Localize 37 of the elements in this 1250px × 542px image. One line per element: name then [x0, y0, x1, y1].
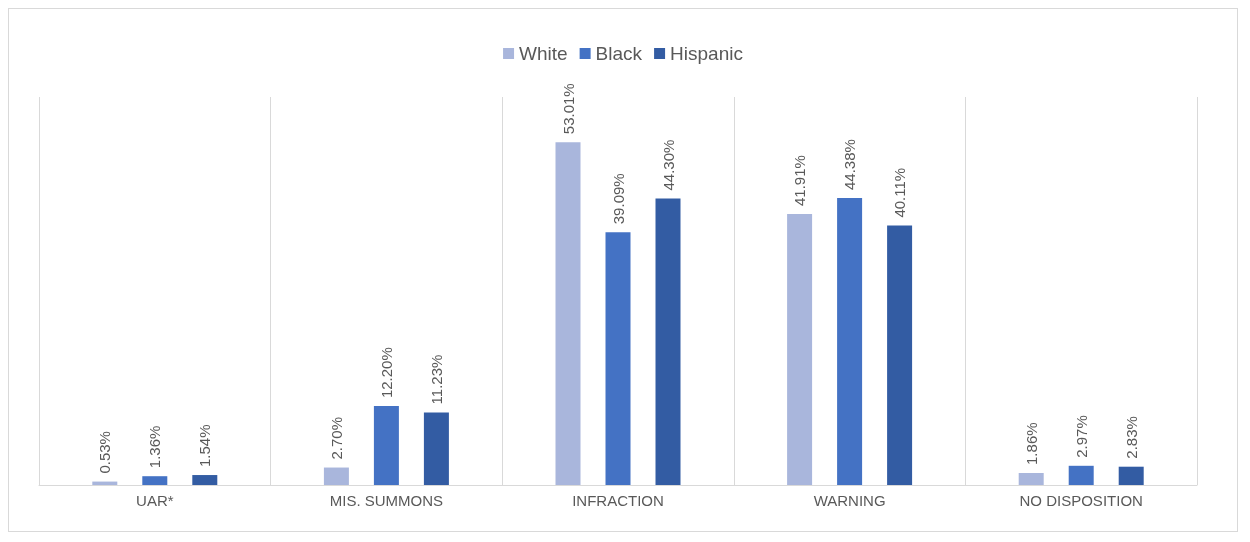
x-tick-label: MIS. SUMMONS	[329, 492, 444, 509]
legend-label: White	[519, 43, 568, 64]
data-label: 2.70%	[327, 416, 345, 460]
data-label: 2.97%	[1072, 415, 1090, 458]
x-tick-label: INFRACTION	[572, 492, 664, 509]
data-label: 44.30%	[659, 139, 677, 191]
legend-label: Hispanic	[670, 43, 743, 64]
data-label: 1.54%	[196, 424, 214, 468]
bar	[605, 232, 631, 485]
data-label: 11.23%	[427, 354, 445, 405]
data-label: 53.01%	[559, 83, 577, 135]
bar	[555, 142, 581, 485]
x-tick-label: UAR*	[136, 492, 174, 509]
bar	[1018, 472, 1044, 485]
bar	[887, 225, 913, 485]
bar	[423, 412, 449, 485]
data-label: 44.38%	[841, 139, 859, 191]
bar	[1068, 465, 1094, 485]
data-label: 12.20%	[377, 347, 395, 399]
data-label: 41.91%	[791, 155, 809, 206]
bar	[323, 467, 349, 485]
bar	[192, 475, 218, 485]
data-label: 1.36%	[146, 425, 164, 469]
data-label: 1.86%	[1022, 422, 1040, 465]
data-label: 39.09%	[609, 173, 627, 225]
bar	[373, 406, 399, 485]
bar	[1118, 466, 1144, 485]
bar	[787, 213, 813, 485]
legend-label: Black	[595, 43, 643, 64]
x-tick-label: WARNING	[813, 492, 886, 509]
bar	[142, 476, 168, 485]
bar	[655, 198, 681, 485]
bar	[837, 198, 863, 485]
data-label: 0.53%	[96, 431, 114, 474]
data-label: 40.11%	[891, 167, 909, 218]
data-label: 2.83%	[1122, 416, 1140, 459]
x-tick-label: NO DISPOSITION	[1019, 492, 1143, 509]
